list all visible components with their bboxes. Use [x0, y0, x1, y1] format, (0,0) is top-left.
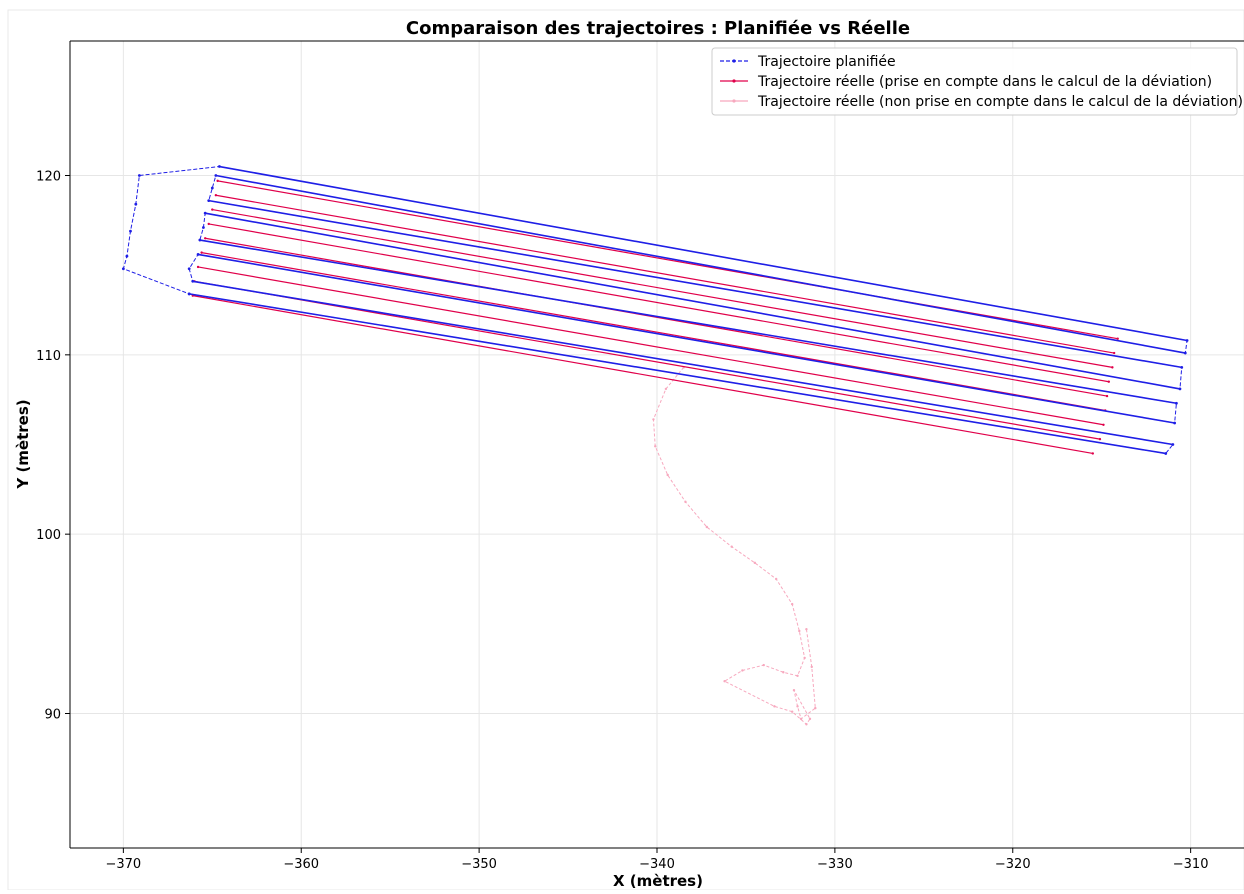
legend-actual-used-label: Trajectoire réelle (prise en compte dans… — [757, 74, 1212, 90]
actual-used-point — [1098, 437, 1102, 441]
legend-actual-excluded-marker — [732, 99, 736, 103]
actual-excluded-point — [774, 577, 778, 581]
actual-used-point — [196, 265, 200, 269]
planned-pass-line — [199, 239, 1177, 405]
planned-pass-line — [197, 253, 1175, 424]
planned-waypoint — [137, 174, 141, 177]
actual-excluded-point — [796, 705, 799, 708]
planned-waypoint — [121, 267, 125, 271]
planned-waypoint — [125, 254, 129, 258]
actual-excluded-point — [654, 445, 657, 448]
actual-excluded-point — [814, 706, 817, 710]
actual-excluded-point — [808, 717, 812, 721]
y-tick-label: 120 — [36, 170, 61, 185]
actual-excluded-point — [790, 602, 794, 606]
actual-excluded-point — [805, 723, 808, 726]
actual-excluded-point — [664, 387, 668, 391]
planned-pass-line — [189, 293, 1166, 455]
y-tick-label: 100 — [36, 528, 61, 543]
actual-excluded-point — [803, 656, 806, 660]
actual-used-point — [1091, 452, 1095, 455]
planned-waypoint — [202, 226, 205, 229]
y-tick-label: 90 — [44, 708, 61, 723]
actual-excluded-point — [805, 628, 808, 631]
x-tick-label: −330 — [817, 857, 853, 872]
y-tick-label: 110 — [36, 349, 61, 364]
actual-excluded-point — [753, 561, 757, 565]
actual-used-point — [1116, 337, 1119, 340]
series-layer — [121, 165, 1189, 726]
chart-title: Comparaison des trajectoires : Planifiée… — [406, 18, 910, 39]
y-axis-label: Y (mètres) — [14, 399, 32, 489]
actual-used-point — [207, 222, 210, 226]
actual-used-point — [216, 179, 219, 183]
x-tick-label: −350 — [461, 857, 497, 872]
actual-excluded-point — [773, 705, 776, 708]
legend-box — [711, 47, 1238, 116]
actual-excluded-point — [730, 545, 733, 548]
planned-waypoint — [134, 202, 138, 206]
actual-excluded-point — [799, 717, 803, 721]
actual-used-line — [212, 208, 1113, 368]
actual-used-line — [192, 295, 1093, 455]
actual-used-point — [203, 237, 207, 240]
planned-waypoint — [210, 186, 214, 190]
tick-labels: −370 −360 −350 −340 −330 −320 −310 90 100 110 120 — [36, 170, 1208, 873]
x-tick-label: −370 — [106, 857, 142, 872]
planned-pass-line — [215, 174, 1186, 354]
actual-used-point — [1111, 366, 1114, 369]
planned-pass-line — [205, 212, 1181, 390]
actual-excluded-point — [723, 680, 726, 683]
actual-excluded-point — [798, 629, 801, 633]
legend-actual-excluded-label: Trajectoire réelle (non prise en compte … — [757, 94, 1243, 110]
actual-used-point — [211, 208, 214, 211]
actual-used-line — [197, 266, 1104, 426]
actual-used-point — [1102, 423, 1105, 426]
actual-excluded-point — [652, 418, 655, 421]
actual-used-line — [201, 252, 1106, 412]
planned-pass-line — [192, 280, 1173, 446]
actual-excluded-point — [782, 671, 785, 674]
planned-waypoint — [187, 267, 191, 271]
actual-excluded-path — [652, 367, 816, 725]
actual-excluded-point — [810, 665, 813, 669]
actual-excluded-point — [741, 669, 744, 672]
actual-used-point — [1107, 380, 1111, 383]
actual-excluded-point — [705, 525, 709, 529]
x-axis-label: X (mètres) — [613, 872, 703, 890]
x-tick-label: −360 — [283, 857, 319, 872]
actual-excluded-point — [792, 688, 796, 692]
actual-used-point — [214, 194, 218, 197]
legend-actual-used-marker — [732, 79, 736, 83]
legend-planned-label: Trajectoire planifiée — [757, 54, 896, 70]
legend: Trajectoire planifiée Trajectoire réelle… — [711, 47, 1243, 116]
legend-planned-marker — [732, 59, 736, 63]
planned-pass-line — [219, 165, 1188, 342]
actual-used-point — [1112, 351, 1116, 355]
x-tick-label: −310 — [1173, 857, 1209, 872]
actual-used-point — [1105, 394, 1109, 398]
x-tick-label: −340 — [639, 857, 675, 872]
actual-excluded-point — [666, 473, 669, 477]
planned-waypoint — [129, 229, 132, 233]
x-tick-label: −320 — [995, 857, 1031, 872]
actual-used-point — [200, 251, 203, 254]
actual-excluded-point — [762, 663, 765, 667]
actual-excluded-point — [790, 710, 794, 713]
actual-used-line — [194, 280, 1101, 440]
actual-used-line — [215, 194, 1115, 354]
actual-used-line — [205, 237, 1108, 397]
actual-excluded-point — [684, 500, 687, 504]
actual-used-line — [208, 223, 1109, 383]
actual-excluded-point — [796, 674, 799, 678]
planned-pass-line — [208, 199, 1182, 369]
